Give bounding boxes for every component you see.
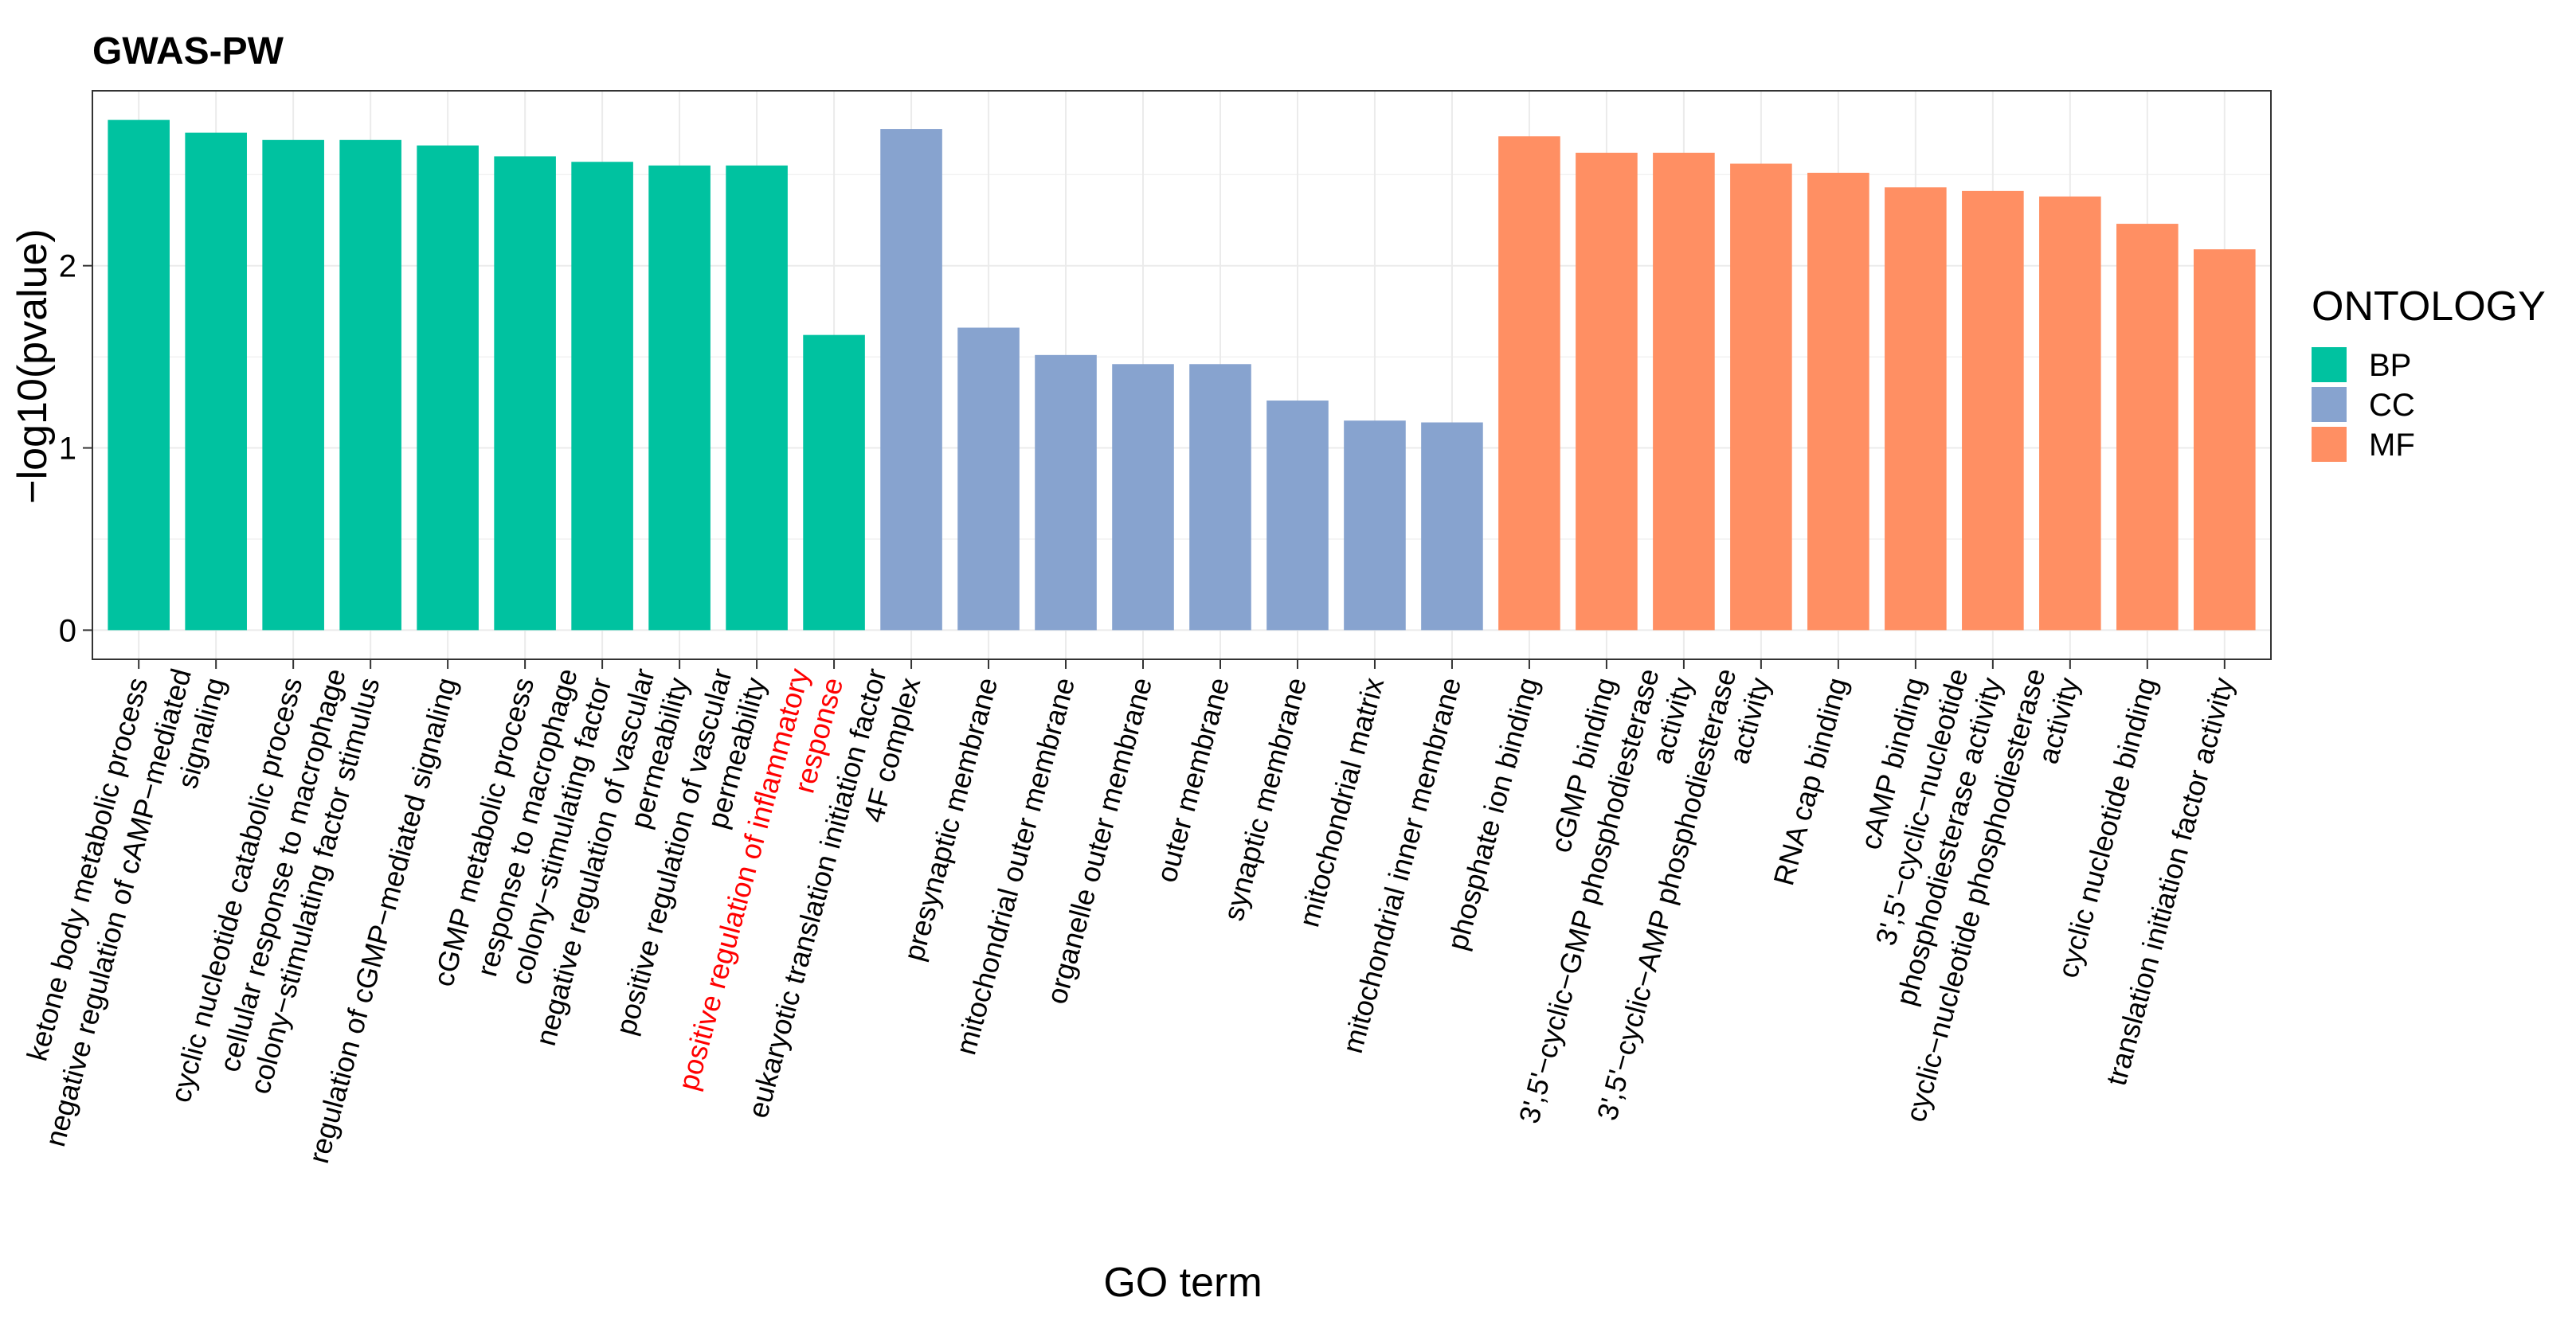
bar-mf: [1962, 190, 2024, 631]
bar-mf: [2116, 224, 2179, 631]
x-axis-title: GO term: [1103, 1260, 1262, 1306]
x-tick-label-line: RNA cap binding: [1767, 674, 1854, 889]
x-tick-label-line: synaptic membrane: [1216, 674, 1313, 924]
x-tick-label: mitochondrial matrix: [1292, 674, 1390, 931]
y-tick-label: 1: [59, 432, 76, 467]
bar-bp: [185, 132, 247, 631]
bar-bp: [571, 162, 633, 631]
legend-label-mf: MF: [2369, 428, 2415, 463]
legend-label-cc: CC: [2369, 388, 2415, 423]
bar-bp: [494, 156, 556, 631]
legend: ONTOLOGY BP CC MF: [2312, 283, 2546, 463]
legend-title: ONTOLOGY: [2312, 283, 2546, 330]
plot-panel-border: [92, 90, 2272, 660]
bar-mf: [1653, 152, 1715, 631]
bar-cc: [880, 129, 942, 631]
bar-mf: [2194, 249, 2256, 631]
x-tick-label: RNA cap binding: [1767, 674, 1854, 889]
bar-bp: [417, 145, 479, 631]
bar-cc: [1266, 401, 1329, 631]
bar-bp: [803, 334, 865, 631]
legend-swatch-bp: [2312, 347, 2347, 382]
bar-mf: [1576, 152, 1638, 631]
chart-title: GWAS-PW: [92, 30, 284, 72]
bar-mf: [1498, 136, 1560, 631]
bar-bp: [108, 119, 170, 631]
legend-swatch-mf: [2312, 427, 2347, 462]
bar-cc: [1035, 354, 1097, 631]
bar-cc: [957, 327, 1020, 631]
legend-label-bp: BP: [2369, 348, 2411, 383]
bar-bp: [726, 165, 788, 631]
bar-cc: [1421, 422, 1483, 631]
bar-mf: [1807, 172, 1869, 631]
x-tick-label: outer membrane: [1149, 674, 1235, 886]
bar-cc: [1112, 364, 1174, 631]
bar-mf: [2039, 196, 2101, 631]
bar-mf: [1730, 163, 1792, 631]
y-tick-label: 0: [59, 613, 76, 648]
legend-swatch-cc: [2312, 387, 2347, 422]
bar-cc: [1344, 420, 1406, 631]
x-tick-label-line: mitochondrial matrix: [1292, 674, 1390, 931]
bars: [108, 119, 2256, 631]
x-tick-label: synaptic membrane: [1216, 674, 1313, 924]
y-axis-title: −log10(pvalue): [10, 229, 56, 503]
bar-bp: [339, 139, 401, 631]
y-tick-label: 2: [59, 249, 76, 284]
y-axis: 0 1 2: [59, 249, 92, 648]
bar-bp: [648, 165, 711, 631]
x-tick-label-line: outer membrane: [1149, 674, 1235, 886]
bar-bp: [262, 139, 324, 631]
bar-mf: [1885, 187, 1947, 631]
bar-cc: [1189, 364, 1251, 631]
